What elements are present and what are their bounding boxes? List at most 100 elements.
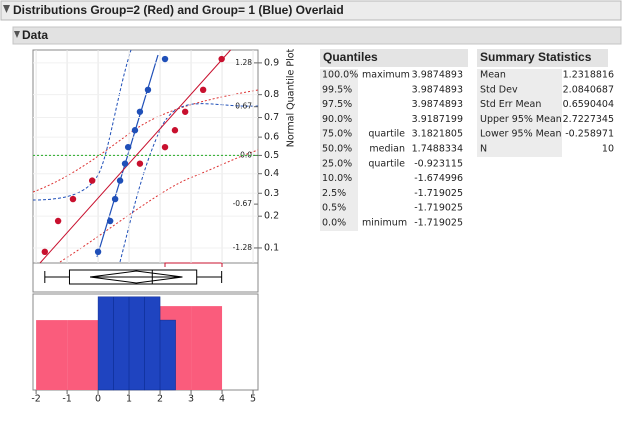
summary-value: 2.0840687 [563,84,614,95]
hist-bar [97,296,114,391]
confidence-band [32,49,132,201]
quantile-pct: 50.0% [322,144,352,155]
summary-value: 0.6590404 [563,99,614,110]
summary-value: 10 [602,144,614,155]
quantile-pct: 100.0% [322,70,358,81]
quantile-value: 3.9187199 [412,114,463,125]
y2-tick-label: 0.6 [264,132,279,143]
data-point [124,143,132,151]
y-tick-label: 1.28 [235,58,252,67]
table-title: Summary Statistics [480,50,592,64]
data-point [199,86,207,94]
data-point [106,217,114,225]
quantile-label: median [369,144,405,155]
data-point [69,195,77,203]
y2-tick-label: 0.8 [264,89,279,100]
x-tick-label: 3 [188,394,194,405]
fit-line [39,49,231,264]
hist-bar [128,296,145,391]
summary-value: 1.2318816 [563,70,614,81]
quantile-pct: 2.5% [322,188,346,199]
summary-header [477,49,608,67]
data-point [171,127,179,134]
data-point [218,55,225,63]
data-point [88,177,96,184]
quantile-value: 3.9874893 [412,70,463,81]
data-point [116,177,124,184]
y2-tick-label: 0.2 [264,211,279,222]
x-tick-label: -1 [62,394,71,405]
quantile-label: quartile [368,158,405,169]
confidence-band [32,89,259,193]
data-point [131,127,139,134]
quantile-label: minimum [362,218,407,229]
quantile-label: quartile [368,129,405,140]
quantile-frame [32,49,259,264]
section-title: Data [22,28,48,42]
report-header [0,0,622,21]
y2-tick-label: 0.9 [264,57,279,68]
quantiles-column [320,69,358,231]
quantile-pct: 0.5% [322,203,346,214]
disclosure-icon[interactable] [3,5,10,13]
axis-label: Normal Quantile Plot [286,48,297,147]
hist-bar [191,306,223,390]
data-point [161,143,169,151]
quantile-value: -1.674996 [414,173,463,184]
y2-tick-label: 0.7 [264,112,279,123]
summary-label: Lower 95% Mean [480,129,562,140]
quantile-pct: 97.5% [322,99,352,110]
quantile-value: -1.719025 [414,218,463,229]
quantile-label: maximum [362,70,410,81]
quantile-pct: 25.0% [322,158,352,169]
hist-bar [113,296,130,391]
summary-label: Mean [480,70,506,81]
summary-label: Std Dev [480,84,518,95]
quantile-value: 3.1821805 [412,129,463,140]
y2-tick-label: 0.4 [264,168,279,179]
y-tick-label: -0.67 [233,199,253,208]
quantile-pct: 10.0% [322,173,352,184]
quantile-value: -1.719025 [414,203,463,214]
hist-bar [67,320,99,390]
quantile-value: -1.719025 [414,188,463,199]
table-title: Quantiles [323,50,378,64]
data-point [136,160,144,167]
y2-tick-label: 0.5 [264,150,279,161]
summary-column [477,69,562,157]
quantile-pct: 99.5% [322,84,352,95]
data-point [111,195,119,203]
summary-label: N [480,144,487,155]
mean-diamond [89,270,183,284]
hist-bar [36,320,68,390]
summary-value: -0.258971 [565,129,614,140]
summary-label: Upper 95% Mean [480,114,562,125]
x-tick-label: 4 [219,394,225,405]
quantile-value: -0.923115 [414,158,463,169]
data-point [94,248,102,256]
x-tick-label: 1 [126,394,132,405]
disclosure-icon[interactable] [14,31,20,38]
y-tick-label: 0.67 [235,102,252,111]
quantile-pct: 0.0% [322,218,346,229]
hist-bar [144,296,161,391]
section-header [12,26,622,45]
confidence-band [119,103,259,263]
x-tick-label: 0 [95,394,101,405]
data-point [181,108,189,115]
summary-value: 2.7227345 [563,114,614,125]
y-tick-label: -1.28 [233,243,253,252]
shortest-half [164,262,223,267]
x-tick-label: 2 [157,394,163,405]
hist-bar [159,319,176,391]
y2-tick-label: 0.3 [264,188,279,199]
data-point [161,55,169,63]
quantile-value: 1.7488334 [412,144,463,155]
data-point [136,108,144,115]
y2-tick-label: 0.1 [264,242,279,253]
summary-label: Std Err Mean [480,99,541,110]
data-point [121,160,129,167]
data-point [54,217,62,225]
data-point [144,86,152,94]
